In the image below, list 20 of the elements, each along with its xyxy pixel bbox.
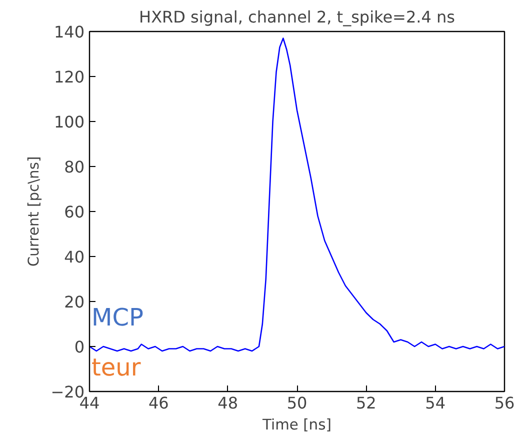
y-tick-label: 100 bbox=[54, 112, 85, 132]
y-tick-label: 120 bbox=[54, 68, 85, 86]
y-axis-title: Current [pc\ns] bbox=[26, 156, 43, 267]
annotation: teur bbox=[92, 354, 141, 382]
x-tick-label: 48 bbox=[218, 394, 238, 412]
x-tick-label: 46 bbox=[148, 394, 169, 412]
chart-title: HXRD signal, channel 2, t_spike=2.4 ns bbox=[139, 8, 455, 26]
y-tick-label: 80 bbox=[64, 158, 84, 176]
x-tick-label: 54 bbox=[425, 394, 446, 412]
y-tick-label: 20 bbox=[64, 292, 84, 312]
y-tick-label: 0 bbox=[74, 338, 85, 356]
annotation: MCP bbox=[92, 304, 144, 332]
y-tick-label: 40 bbox=[64, 248, 84, 266]
line-series bbox=[90, 38, 504, 352]
y-tick-label: 140 bbox=[54, 22, 85, 42]
x-tick-label: 52 bbox=[356, 394, 376, 412]
y-tick-label: 60 bbox=[64, 202, 84, 222]
x-tick-label: 56 bbox=[494, 394, 515, 412]
x-tick-label: 50 bbox=[286, 394, 308, 412]
x-axis-title: Time [ns] bbox=[262, 416, 332, 434]
